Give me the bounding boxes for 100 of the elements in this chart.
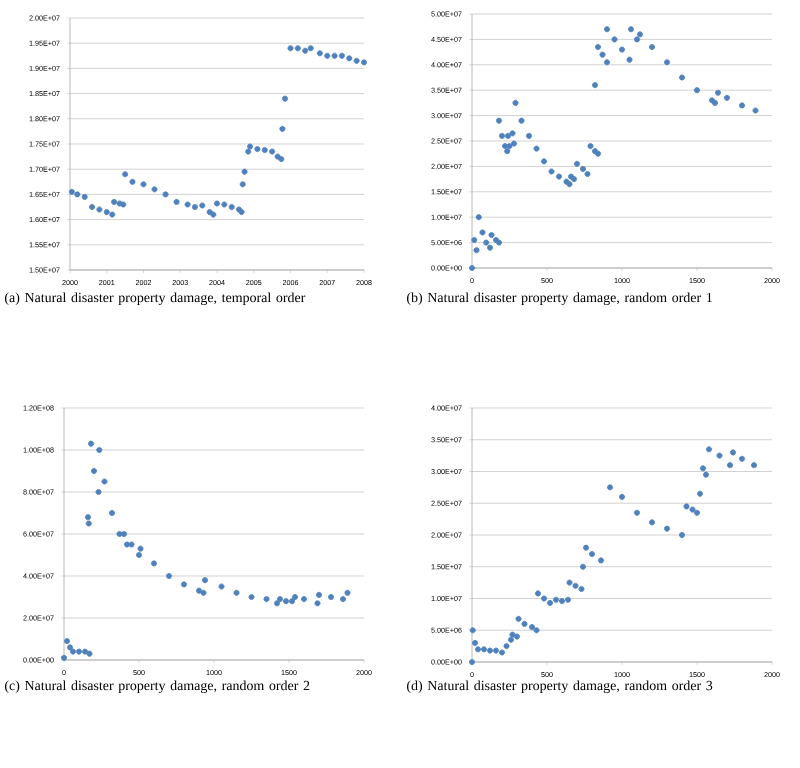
point bbox=[548, 168, 555, 175]
point bbox=[302, 47, 309, 54]
point bbox=[263, 596, 270, 603]
point bbox=[739, 455, 745, 462]
point bbox=[541, 595, 547, 602]
point bbox=[88, 440, 94, 447]
point bbox=[496, 117, 502, 124]
point bbox=[556, 173, 562, 180]
point bbox=[162, 191, 169, 198]
point bbox=[331, 52, 338, 59]
point bbox=[475, 214, 482, 221]
point bbox=[218, 583, 225, 590]
point bbox=[328, 594, 334, 600]
point bbox=[247, 143, 254, 150]
point bbox=[287, 45, 294, 52]
point bbox=[361, 59, 367, 66]
point bbox=[64, 638, 70, 645]
point bbox=[324, 52, 331, 59]
point bbox=[96, 206, 103, 213]
point bbox=[314, 600, 321, 607]
point bbox=[514, 633, 520, 640]
point bbox=[274, 153, 281, 160]
point bbox=[493, 647, 499, 654]
point bbox=[637, 31, 643, 38]
point bbox=[512, 99, 519, 106]
point bbox=[81, 193, 88, 200]
point bbox=[716, 452, 723, 459]
point bbox=[277, 596, 283, 603]
point bbox=[61, 654, 67, 661]
point bbox=[589, 551, 595, 558]
point bbox=[340, 596, 346, 603]
point bbox=[140, 181, 147, 188]
point bbox=[210, 211, 217, 218]
point bbox=[269, 148, 276, 155]
point bbox=[199, 202, 206, 209]
point bbox=[472, 639, 478, 646]
point bbox=[628, 26, 634, 33]
point bbox=[338, 52, 345, 59]
point bbox=[116, 531, 123, 537]
point bbox=[228, 204, 235, 210]
point bbox=[664, 59, 670, 66]
point bbox=[604, 26, 610, 33]
point bbox=[572, 582, 579, 589]
point bbox=[509, 631, 516, 638]
point bbox=[529, 624, 535, 631]
point bbox=[124, 541, 130, 548]
point bbox=[592, 82, 598, 89]
point bbox=[483, 239, 490, 246]
point bbox=[599, 51, 606, 58]
point bbox=[679, 532, 685, 538]
point bbox=[587, 143, 594, 150]
point bbox=[239, 181, 246, 188]
point bbox=[469, 627, 476, 634]
point bbox=[274, 600, 280, 607]
point bbox=[121, 531, 127, 537]
point bbox=[697, 490, 703, 497]
point bbox=[547, 599, 553, 606]
point bbox=[151, 186, 158, 193]
point bbox=[283, 598, 289, 605]
point bbox=[184, 201, 191, 208]
point bbox=[578, 585, 585, 592]
point bbox=[694, 509, 700, 516]
point bbox=[712, 99, 718, 106]
point bbox=[515, 615, 522, 622]
point bbox=[521, 620, 528, 627]
point bbox=[136, 552, 142, 558]
point bbox=[109, 211, 116, 218]
point bbox=[499, 649, 505, 656]
point bbox=[111, 198, 118, 205]
point bbox=[191, 204, 198, 210]
point bbox=[82, 648, 88, 655]
point bbox=[584, 171, 591, 178]
point bbox=[479, 229, 486, 236]
point bbox=[679, 74, 685, 81]
point bbox=[505, 132, 511, 139]
point bbox=[346, 55, 353, 62]
point bbox=[95, 489, 102, 495]
point bbox=[353, 57, 360, 64]
point bbox=[316, 50, 323, 57]
point bbox=[634, 509, 640, 516]
point bbox=[526, 132, 532, 139]
point bbox=[475, 646, 481, 653]
point bbox=[301, 596, 307, 603]
point bbox=[664, 525, 670, 532]
point bbox=[715, 89, 721, 96]
point bbox=[533, 145, 540, 152]
point bbox=[86, 650, 93, 657]
point bbox=[583, 544, 589, 551]
point bbox=[109, 510, 115, 516]
point bbox=[580, 563, 586, 570]
point bbox=[68, 188, 75, 195]
point bbox=[344, 589, 351, 596]
point bbox=[706, 446, 712, 453]
point bbox=[503, 643, 510, 650]
point bbox=[595, 44, 601, 51]
point bbox=[634, 36, 640, 43]
point bbox=[200, 589, 207, 596]
point bbox=[487, 244, 493, 251]
point bbox=[694, 87, 700, 94]
point bbox=[289, 598, 295, 605]
